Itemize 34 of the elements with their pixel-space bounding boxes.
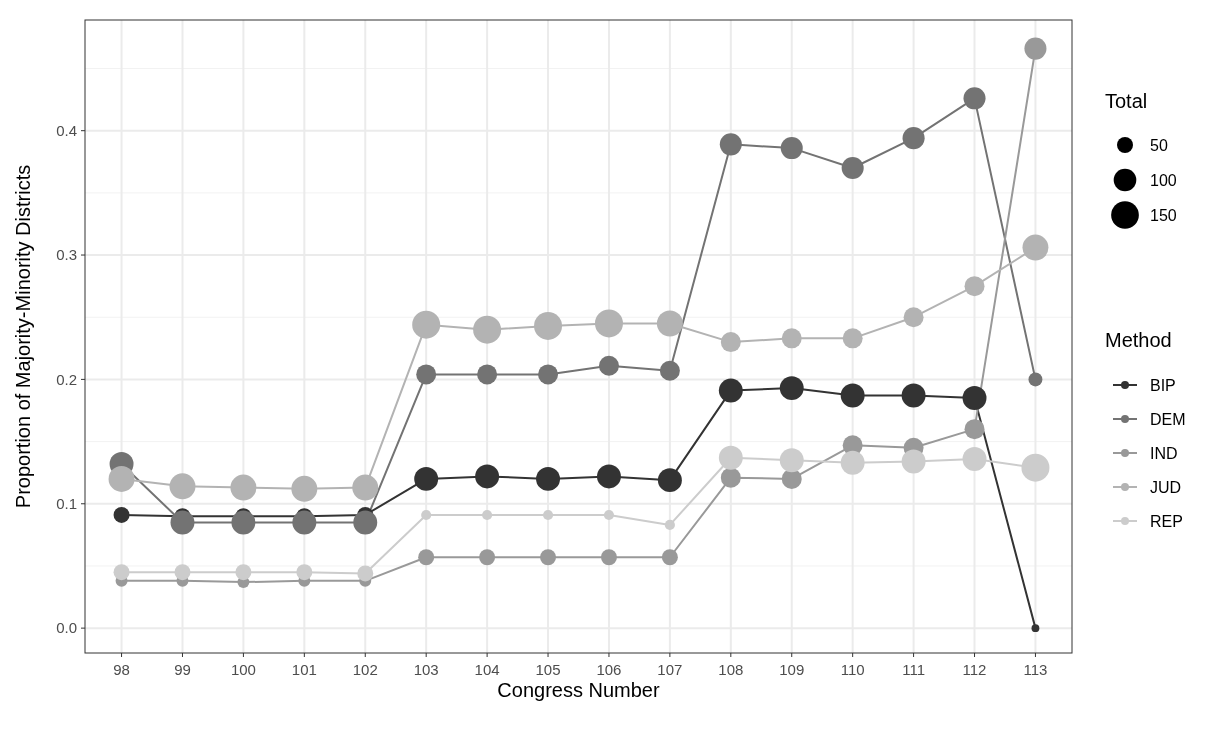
size-legend: 50 100 150 [1111,136,1177,229]
x-axis-title: Congress Number [497,679,660,701]
x-tick-label: 106 [596,661,622,678]
x-tick-label: 110 [840,661,865,678]
legend-label: 50 [1150,136,1168,154]
x-tick-label: 104 [474,661,500,678]
legend-label: JUD [1150,478,1182,496]
x-tick-label: 111 [902,661,925,678]
text: Total [1105,90,1148,112]
x-tick-label: 99 [174,661,191,678]
x-tick-label: 105 [535,661,561,678]
legend-title: Method [1105,329,1172,351]
x-tick-label: 107 [657,661,683,678]
legend-label: DEM [1150,410,1186,428]
legend-label: BIP [1150,376,1176,394]
y-tick-label: 0.3 [56,246,77,264]
x-tick-label: 108 [718,661,744,678]
x-tick-label: 101 [291,661,317,678]
x-tick-label: 103 [413,661,439,678]
legend-label: IND [1150,444,1178,462]
x-tick-label: 109 [779,661,805,678]
legend-label: 100 [1150,171,1177,189]
y-tick-label: 0.0 [56,619,77,637]
x-tick-label: 102 [352,661,378,678]
y-tick-label: 0.1 [56,495,77,513]
y-tick-label: 0.2 [56,370,77,388]
y-axis-title: Proportion of Majority-Minority Districts [12,164,34,509]
x-tick-label: 113 [1023,661,1048,678]
x-tick-label: 98 [113,661,130,678]
x-tick-label: 112 [962,661,987,678]
y-tick-label: 0.4 [56,121,77,139]
x-tick-label: 100 [230,661,256,678]
legend-label: REP [1150,512,1183,530]
legend-label: 150 [1150,206,1177,224]
